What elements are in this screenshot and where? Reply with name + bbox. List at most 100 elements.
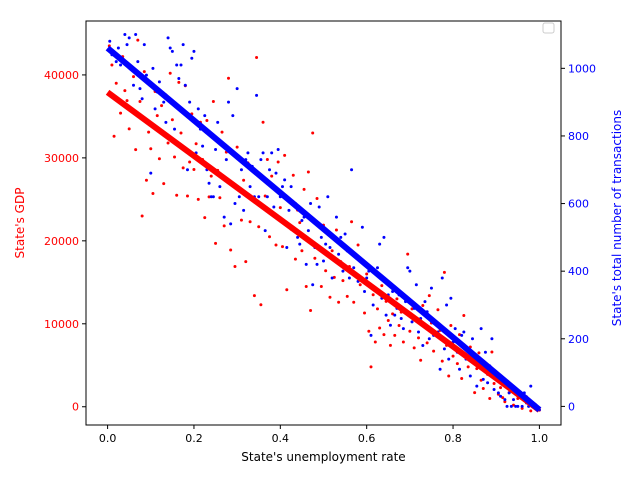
gdp-point-19	[151, 192, 155, 196]
transactions-point-44	[207, 181, 211, 185]
transactions-point-5	[123, 33, 127, 37]
gdp-point-29	[173, 155, 177, 159]
gdp-point-107	[341, 279, 345, 283]
transactions-point-106	[341, 269, 345, 273]
gdp-point-7	[125, 99, 129, 103]
transactions-point-156	[449, 296, 453, 300]
gdp-point-143	[419, 358, 423, 362]
gdp-point-80	[283, 153, 287, 157]
left-y-tick-label-0: 0	[72, 401, 79, 414]
gdp-point-130	[391, 312, 395, 316]
transactions-point-130	[393, 313, 397, 317]
gdp-point-122	[373, 340, 377, 344]
gdp-point-115	[358, 283, 362, 287]
gdp-point-43	[203, 216, 207, 220]
transactions-point-62	[246, 151, 250, 155]
gdp-point-137	[406, 252, 410, 256]
x-tick-label-1: 0.2	[185, 432, 203, 445]
gdp-point-176	[490, 350, 494, 354]
gdp-point-24	[162, 182, 166, 186]
gdp-point-39	[194, 142, 198, 146]
transactions-point-134	[401, 327, 405, 331]
transactions-point-97	[322, 259, 325, 263]
transactions-point-37	[192, 49, 196, 53]
gdp-point-23	[160, 104, 164, 108]
gdp-point-46	[209, 174, 213, 178]
transactions-point-173	[486, 381, 490, 385]
plot-frame	[85, 20, 562, 426]
gdp-point-102	[330, 249, 334, 253]
gdp-point-175	[488, 396, 492, 400]
transactions-point-122	[375, 266, 379, 270]
gdp-point-14	[140, 214, 144, 218]
transactions-point-54	[229, 222, 233, 226]
gdp-point-151	[436, 308, 440, 312]
gdp-point-32	[179, 131, 183, 135]
gdp-point-125	[380, 284, 384, 288]
gdp-point-133	[397, 323, 401, 327]
gdp-point-21	[155, 114, 159, 118]
transactions-point-179	[499, 394, 503, 398]
transactions-point-110	[350, 168, 354, 172]
gdp-point-92	[309, 309, 313, 313]
transactions-point-161	[460, 333, 464, 337]
gdp-point-120	[369, 365, 373, 369]
transactions-point-9	[132, 83, 135, 87]
transactions-point-26	[168, 46, 172, 50]
transactions-point-111	[352, 266, 356, 270]
transactions-point-182	[507, 391, 511, 395]
transactions-point-68	[259, 158, 263, 162]
transactions-point-75	[274, 171, 278, 175]
transactions-point-33	[183, 83, 187, 87]
transactions-point-47	[214, 147, 218, 151]
gdp-point-52	[222, 224, 226, 228]
transactions-point-23	[162, 100, 166, 104]
transactions-point-57	[235, 87, 239, 91]
gdp-point-87	[298, 221, 302, 225]
transactions-point-39	[196, 107, 200, 111]
transactions-point-101	[330, 276, 334, 280]
gdp-point-15	[142, 70, 146, 74]
gdp-point-114	[356, 243, 360, 247]
gdp-point-78	[278, 206, 282, 210]
transactions-point-92	[311, 283, 315, 287]
gdp-point-69	[259, 303, 263, 307]
gdp-point-8	[127, 127, 131, 131]
gdp-point-165	[466, 365, 470, 369]
gdp-point-181	[501, 396, 505, 400]
transactions-point-117	[365, 276, 369, 280]
right-y-tick-label-3: 600	[568, 198, 589, 211]
gdp-point-3	[114, 81, 118, 85]
gdp-point-35	[185, 194, 189, 198]
transactions-point-80	[285, 246, 289, 250]
transactions-point-76	[276, 147, 280, 151]
transactions-point-160	[458, 367, 462, 371]
gdp-point-85	[293, 257, 297, 261]
transactions-point-24	[164, 120, 168, 124]
gdp-point-99	[324, 269, 328, 273]
gdp-point-188	[529, 409, 533, 413]
gdp-point-156	[447, 374, 451, 378]
gdp-point-66	[252, 294, 256, 298]
transactions-point-137	[408, 269, 412, 273]
transactions-point-138	[410, 320, 414, 324]
gdp-point-91	[306, 170, 310, 174]
right-y-tick-label-4: 800	[568, 130, 589, 143]
gdp-point-95	[315, 197, 319, 201]
transactions-point-89	[304, 262, 308, 266]
left-y-axis-label: State's GDP	[13, 188, 27, 259]
gdp-point-60	[239, 218, 243, 222]
transactions-point-158	[453, 327, 457, 331]
transactions-point-45	[209, 195, 213, 199]
transactions-point-67	[257, 195, 261, 199]
transactions-point-119	[369, 333, 373, 337]
gdp-point-140	[412, 346, 416, 350]
gdp-point-6	[123, 89, 127, 93]
transactions-point-42	[203, 114, 207, 118]
gdp-point-58	[235, 145, 239, 149]
gdp-point-142	[417, 336, 420, 340]
gdp-point-132	[395, 297, 399, 301]
gdp-point-153	[440, 359, 444, 363]
transactions-point-56	[233, 202, 237, 206]
